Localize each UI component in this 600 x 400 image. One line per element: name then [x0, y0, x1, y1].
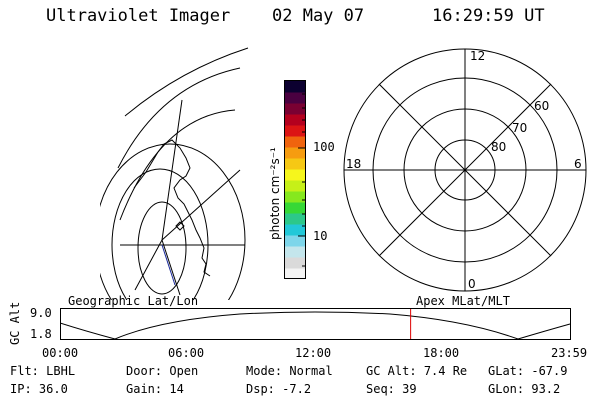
- seq-label: Seq:: [366, 382, 395, 396]
- timeline-xtick-2359: 23:59: [551, 346, 588, 360]
- seq-field: Seq: 39: [366, 382, 417, 396]
- gain-field: Gain: 14: [126, 382, 184, 396]
- map-lat-circle: [124, 47, 249, 117]
- map-meridian: [161, 239, 181, 296]
- glon-label: GLon:: [488, 382, 525, 396]
- colorbar-tick-100: 100: [313, 140, 335, 154]
- flt-label: Flt:: [10, 364, 39, 378]
- mlt-label-0: 0: [468, 277, 476, 291]
- timeline-xtick-1800: 18:00: [423, 346, 460, 360]
- map-coastline: [175, 221, 185, 231]
- colorbar-segment: [285, 224, 305, 236]
- timeline-right-label: Apex MLat/MLT: [416, 294, 510, 308]
- gain-value: 14: [169, 382, 184, 396]
- colorbar-segment: [285, 136, 305, 148]
- timeline-axis-title: GC Alt: [8, 301, 22, 345]
- colorbar-tick-10: 10: [313, 229, 328, 243]
- dsp-value: -7.2: [282, 382, 312, 396]
- colorbar-segment: [285, 125, 305, 137]
- map-lat-circle: [137, 201, 187, 295]
- map-meridian: [161, 99, 183, 241]
- timeline-plot: [60, 308, 571, 340]
- colorbar-segment: [285, 268, 305, 280]
- seq-value: 39: [402, 382, 417, 396]
- colorbar-segment: [285, 114, 305, 126]
- mlt-label-12: 12: [470, 49, 485, 63]
- timeline-ytick-min: 1.8: [30, 327, 52, 341]
- map-meridian: [161, 169, 241, 241]
- mode-field: Mode: Normal: [246, 364, 333, 378]
- lat-label-70: 70: [512, 121, 527, 135]
- flt-value: LBHL: [46, 364, 76, 378]
- gc-alt-label: GC Alt:: [366, 364, 417, 378]
- ip-field: IP: 36.0: [10, 382, 68, 396]
- timeline-ytick-max: 9.0: [30, 306, 52, 320]
- colorbar-segment: [285, 169, 305, 181]
- lat-label-60: 60: [534, 99, 549, 113]
- gain-label: Gain:: [126, 382, 163, 396]
- map-meridian: [134, 239, 163, 291]
- mode-value: Normal: [289, 364, 333, 378]
- map-lat-circle: [119, 109, 236, 221]
- gc-alt-value: 7.4 Re: [423, 364, 468, 378]
- glat-label: GLat:: [488, 364, 525, 378]
- map-lat-circle: [100, 143, 246, 300]
- colorbar-segment: [285, 92, 305, 104]
- colorbar-segment: [285, 103, 305, 115]
- colorbar-segment: [285, 147, 305, 159]
- gc-alt-field: GC Alt: 7.4 Re: [366, 364, 467, 378]
- colorbar-segment: [285, 246, 305, 258]
- colorbar-unit-label: photon cm⁻²s⁻¹: [268, 147, 282, 240]
- timeline-xtick-1200: 12:00: [295, 346, 332, 360]
- polar-plot: 12 18 6 0 60 70 80: [343, 48, 587, 292]
- ip-value: 36.0: [38, 382, 68, 396]
- glat-field: GLat: -67.9: [488, 364, 567, 378]
- colorbar-segment: [285, 235, 305, 247]
- map-orbit-track: [161, 244, 176, 286]
- map-lat-circle: [117, 67, 241, 169]
- dsp-label: Dsp:: [246, 382, 275, 396]
- colorbar: [284, 80, 306, 280]
- altitude-curve: [60, 311, 571, 340]
- glon-value: 93.2: [531, 382, 561, 396]
- colorbar-segment: [285, 81, 305, 93]
- timeline-xtick-0000: 00:00: [42, 346, 79, 360]
- polar-diagonal: [378, 83, 552, 257]
- dsp-field: Dsp: -7.2: [246, 382, 311, 396]
- colorbar-segment: [285, 191, 305, 203]
- colorbar-segment: [285, 257, 305, 269]
- map-coastline: [133, 139, 211, 277]
- mlt-label-6: 6: [574, 157, 582, 171]
- colorbar-segment: [285, 213, 305, 225]
- colorbar-segment: [285, 180, 305, 192]
- colorbar-segment: [285, 202, 305, 214]
- mlt-label-18: 18: [346, 157, 361, 171]
- glon-field: GLon: 93.2: [488, 382, 560, 396]
- door-field: Door: Open: [126, 364, 198, 378]
- instrument-title: Ultraviolet Imager: [46, 6, 231, 26]
- time-label: 16:29:59 UT: [432, 6, 545, 26]
- lat-label-80: 80: [491, 140, 506, 154]
- geographic-map: [100, 47, 249, 300]
- door-value: Open: [169, 364, 199, 378]
- door-label: Door:: [126, 364, 163, 378]
- mode-label: Mode:: [246, 364, 283, 378]
- glat-value: -67.9: [531, 364, 568, 378]
- colorbar-segment: [285, 158, 305, 170]
- map-lat-circle: [111, 168, 209, 300]
- date-label: 02 May 07: [272, 6, 365, 26]
- ip-label: IP:: [10, 382, 32, 396]
- timeline-xtick-0600: 06:00: [168, 346, 205, 360]
- timeline-left-label: Geographic Lat/Lon: [68, 294, 199, 308]
- flt-field: Flt: LBHL: [10, 364, 75, 378]
